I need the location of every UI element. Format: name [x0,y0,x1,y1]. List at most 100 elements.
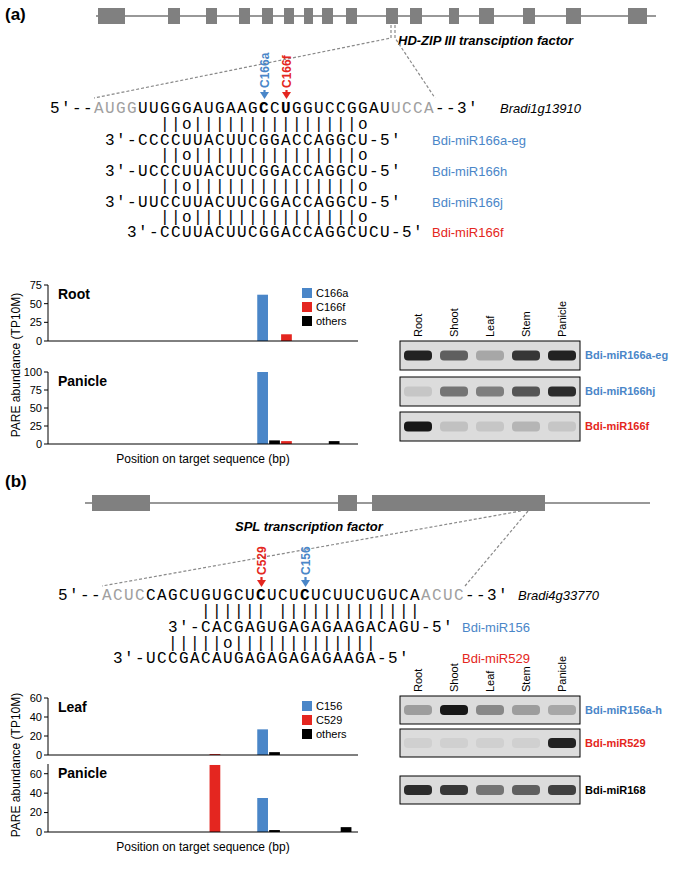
cleavage-arrow-head [257,580,266,587]
blot-band [548,422,576,432]
legend-swatch [302,715,312,725]
blot-row-label: Bdi-miR166hj [585,385,655,397]
exon [449,8,459,24]
chart-2: 0204060LeafPARE abundance (TP10M)C156C52… [9,692,358,837]
legend-label: others [316,728,347,740]
cleavage-label: C156 [299,546,313,575]
y-tick [44,812,48,813]
blot-band [440,785,468,795]
lane-label: Stem [520,311,532,337]
chart-1: 0255075100PaniclePosition on target sequ… [24,366,358,466]
exon [410,8,422,24]
exon [346,8,357,24]
y-tick-label: 40 [30,787,42,799]
exon [284,8,294,24]
y-tick-label: 100 [24,366,42,378]
blot-band [440,738,468,748]
lane-label: Root [412,314,424,337]
sequence-segment: --3' [465,587,508,605]
exon [338,495,357,511]
zoom-dash [395,25,435,98]
sequence-segment: 5'-- [58,587,101,605]
mirna-name: Bdi-miR529 [462,651,530,666]
bar [257,372,268,444]
sequence-segment: 3'-CCUUACUUCGGACCAGGCUCU-5' [127,224,423,242]
y-tick-label: 20 [30,730,42,742]
target-name: Bradi4g33770 [518,588,600,603]
exon [92,495,150,511]
x-axis [48,755,358,756]
bar [257,798,268,832]
legend-swatch [302,701,312,711]
blot-band [476,785,504,795]
mirna-sequence: 3'-UCCGACAUGAGAGAGAGAAGA-5' [113,650,409,668]
exon [628,8,647,24]
blot-band [512,785,540,795]
blot-band [476,387,504,397]
legend-label: C166a [316,287,349,299]
sequence-segment: ACUC [102,587,145,605]
cleavage-label: C166f [280,54,294,88]
lane-label: Root [412,669,424,692]
y-tick [44,444,48,445]
bar [210,765,221,832]
exon [523,8,535,24]
y-tick [44,717,48,718]
blot-band [404,387,432,397]
blot-band [548,738,576,748]
y-tick [44,303,48,304]
blot-background [400,729,580,757]
exon [322,8,333,24]
mirna-name: Bdi-miR166h [432,164,507,179]
legend-label: C156 [316,700,342,712]
chart-title: Root [58,286,90,302]
exon [262,8,273,24]
y-tick-label: 25 [30,316,42,328]
zoom-dash [465,511,528,586]
blot-band [512,387,540,397]
y-tick-label: 0 [36,826,42,838]
blot-band [512,705,540,715]
y-axis-label: PARE abundance (TP10M) [9,693,23,838]
bars [210,765,352,832]
x-axis [48,444,358,445]
y-tick [44,736,48,737]
blot-band [548,705,576,715]
y-tick [44,408,48,409]
background [0,0,685,879]
legend-swatch [302,288,312,298]
legend-label: others [316,315,347,327]
bars [257,372,339,444]
sequence-segment: UCCA [391,100,434,118]
y-tick-label: 75 [30,279,42,291]
x-axis-label: Position on target sequence (bp) [116,452,289,466]
blot-band [404,351,432,361]
blot-background [400,341,580,370]
gene-intron-line [85,502,650,503]
cleavage-label: C166a [258,52,272,88]
blot-band [548,351,576,361]
blot-band [548,387,576,397]
y-tick-label: 50 [30,298,42,310]
y-tick [44,341,48,342]
cleavage-arrow-head [282,92,291,99]
y-tick-label: 50 [30,402,42,414]
y-axis-label: PARE abundance (TP10M) [9,293,23,438]
y-tick [44,426,48,427]
blot-background [400,412,580,441]
y-tick-label: 40 [30,711,42,723]
sequence-segment: --3' [435,100,478,118]
cleavage-arrow-head [260,92,269,99]
blot-band [440,387,468,397]
exon [98,8,125,24]
cleavage-label: C529 [255,546,269,575]
blot-row-label: Bdi-miR166a-eg [585,349,668,361]
mirna-name: Bdi-miR156 [462,620,530,635]
bar [257,295,268,341]
blot-band [512,422,540,432]
y-tick [44,390,48,391]
y-tick-label: 20 [30,806,42,818]
blot-band [476,738,504,748]
blot-band [476,351,504,361]
gene-name: HD-ZIP III transciption factor [398,33,574,48]
